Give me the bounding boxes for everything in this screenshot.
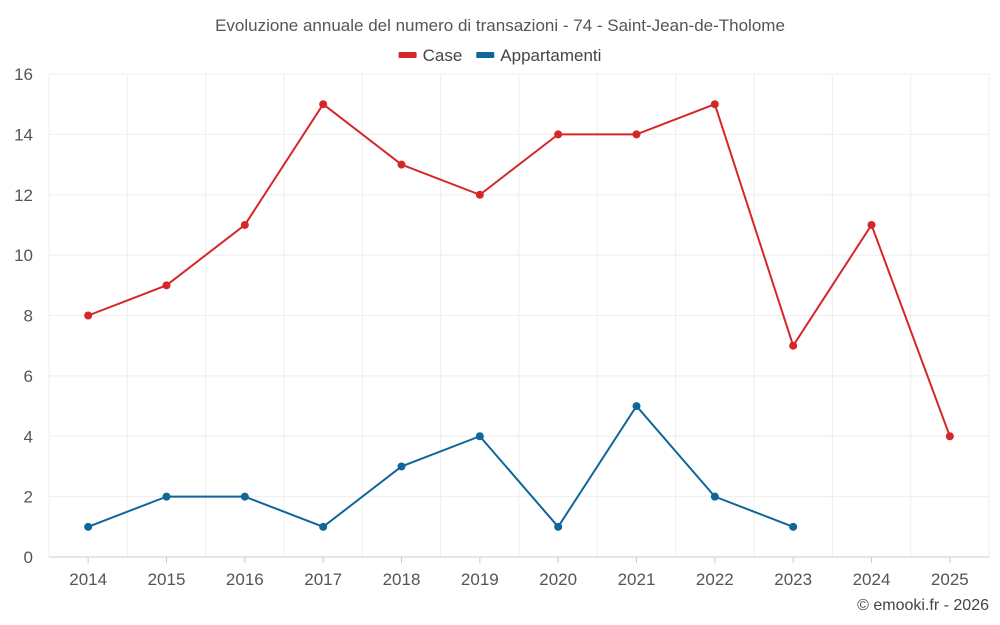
- data-point-appartamenti: [397, 462, 406, 471]
- data-point-case: [240, 220, 249, 229]
- legend-item-appartamenti: Appartamenti: [476, 46, 601, 65]
- data-point-appartamenti: [84, 522, 93, 531]
- x-tick-label: 2019: [461, 570, 499, 589]
- series-line-appartamenti: [87, 405, 794, 528]
- y-tick-label: 6: [24, 367, 33, 386]
- series-case: [84, 100, 954, 441]
- series-appartamenti: [84, 402, 798, 531]
- data-point-case: [789, 341, 798, 350]
- y-tick-label: 12: [14, 186, 33, 205]
- data-point-case: [632, 130, 641, 139]
- data-point-appartamenti: [710, 492, 719, 501]
- axis-layer: 0 2 4 6 8 10 12 14 16 2014 2015 2016 2017 2018 2019 202…: [14, 65, 989, 589]
- data-point-appartamenti: [162, 492, 171, 501]
- data-point-appartamenti: [475, 432, 484, 441]
- data-point-case: [710, 100, 719, 109]
- data-point-case: [475, 190, 484, 199]
- y-tick-label: 14: [14, 125, 33, 144]
- x-tick-label: 2022: [696, 570, 734, 589]
- credit-text: © emooki.fr - 2026: [857, 597, 989, 614]
- series-line-case: [87, 103, 951, 437]
- x-tick-label: 2018: [383, 570, 421, 589]
- y-tick-label: 10: [14, 246, 33, 265]
- data-point-case: [867, 220, 876, 229]
- data-point-case: [162, 281, 171, 290]
- data-point-case: [945, 432, 954, 441]
- legend-swatch: [398, 52, 417, 58]
- y-tick-label: 0: [24, 548, 33, 567]
- data-point-case: [84, 311, 93, 320]
- x-tick-label: 2021: [618, 570, 656, 589]
- x-tick-label: 2024: [853, 570, 891, 589]
- y-tick-label: 2: [24, 488, 33, 507]
- legend-swatch: [476, 52, 495, 58]
- legend: Case Appartamenti: [398, 46, 601, 65]
- x-tick-label: 2023: [774, 570, 812, 589]
- x-tick-label: 2015: [148, 570, 186, 589]
- x-tick-label: 2016: [226, 570, 264, 589]
- legend-item-case: Case: [398, 46, 463, 65]
- x-tick-label: 2025: [931, 570, 969, 589]
- legend-label: Appartamenti: [500, 46, 601, 65]
- data-point-case: [397, 160, 406, 169]
- y-tick-label: 8: [24, 307, 33, 326]
- y-tick-label: 4: [24, 427, 33, 446]
- series-layer: [84, 100, 954, 531]
- data-point-case: [319, 100, 328, 109]
- x-tick-label: 2020: [539, 570, 577, 589]
- data-point-appartamenti: [319, 522, 328, 531]
- data-point-appartamenti: [240, 492, 249, 501]
- data-point-case: [554, 130, 563, 139]
- grid-layer: [48, 73, 990, 557]
- legend-label: Case: [423, 46, 463, 65]
- data-point-appartamenti: [554, 522, 563, 531]
- x-tick-label: 2014: [69, 570, 107, 589]
- data-point-appartamenti: [632, 402, 641, 411]
- x-tick-label: 2017: [304, 570, 342, 589]
- chart-title: Evoluzione annuale del numero di transaz…: [215, 16, 785, 35]
- y-tick-label: 16: [14, 65, 33, 84]
- data-point-appartamenti: [789, 522, 798, 531]
